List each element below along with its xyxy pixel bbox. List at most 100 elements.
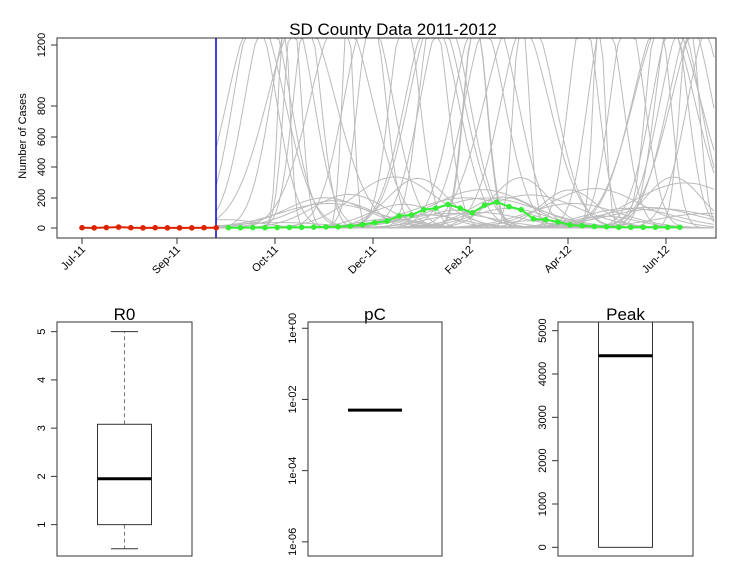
boxplot-frame	[307, 321, 443, 557]
box-plots: R0 1 2 3 4 5 pC 1e-06 1e-04 1e-02 1e+00 Peak 0 1000 20…	[36, 305, 694, 557]
y-axis-ticks: 0 200 400 600 800 1200	[36, 33, 57, 231]
boxplot-frame	[557, 321, 694, 557]
forecast-point	[542, 216, 549, 223]
y-tick-label: 0	[537, 544, 549, 550]
x-tick-label: Sep-11	[150, 244, 183, 277]
forecast-point	[396, 213, 403, 219]
forecast-point	[530, 216, 537, 222]
boxplot-title: Peak	[606, 305, 645, 324]
observed-point	[164, 225, 171, 231]
box	[598, 321, 653, 548]
observed-point	[103, 224, 110, 231]
forecast-point	[579, 222, 585, 229]
boxplot-peak: Peak 0 1000 2000 3000 4000 5000	[537, 305, 694, 557]
y-tick-label: 1e+00	[287, 313, 299, 344]
forecast-point	[323, 224, 329, 230]
forecast-point	[384, 218, 390, 224]
forecast-point	[420, 206, 427, 213]
observed-point	[140, 225, 146, 231]
main-plot-frame	[56, 37, 717, 239]
forecast-point	[457, 205, 464, 211]
x-axis-ticks: Jul-11 Sep-11 Oct-11 Dec-11 Feb-12 Apr-12 Jun-…	[59, 238, 672, 277]
boxplot-title: R0	[114, 305, 136, 324]
data-series	[79, 199, 683, 231]
forecast-point	[664, 224, 671, 231]
forecast-point	[506, 203, 512, 210]
y-tick-label: 600	[36, 128, 48, 146]
y-tick-label: 3000	[537, 405, 549, 429]
forecast-point	[408, 212, 415, 218]
x-tick-label: Jun-12	[640, 244, 672, 276]
forecast-point	[311, 224, 317, 230]
forecast-point	[616, 224, 622, 231]
y-tick-label: 5000	[537, 318, 549, 342]
forecast-point	[262, 224, 268, 231]
forecast-point	[335, 223, 342, 230]
boxplot-pc: pC 1e-06 1e-04 1e-02 1e+00	[287, 305, 443, 557]
simulation-lines	[215, 37, 715, 229]
observed-point	[79, 224, 85, 231]
observed-point	[115, 224, 122, 230]
box	[97, 423, 152, 526]
observed-point	[201, 224, 207, 231]
y-tick-label: 1e-06	[287, 528, 299, 556]
observed-point	[128, 224, 134, 231]
observed-point	[213, 224, 219, 231]
forecast-point	[445, 201, 451, 208]
forecast-point	[481, 202, 488, 208]
observed-point	[189, 225, 195, 231]
observed-point	[152, 224, 158, 231]
forecast-point	[494, 199, 500, 205]
main-chart: SD County Data 2011-2012 0 200 400 600 800 12…	[17, 20, 717, 277]
forecast-point	[225, 224, 232, 231]
forecast-point	[628, 224, 634, 231]
forecast-point	[469, 209, 476, 216]
x-tick-label: Jul-11	[59, 244, 88, 273]
forecast-point	[652, 224, 659, 231]
forecast-point	[372, 219, 378, 226]
forecast-point	[298, 224, 305, 231]
y-axis-label: Number of Cases	[17, 93, 29, 179]
forecast-point	[286, 224, 293, 231]
y-tick-label: 4000	[537, 362, 549, 386]
forecast-point	[274, 224, 281, 231]
forecast-point	[250, 224, 256, 231]
observed-point	[91, 225, 97, 231]
y-tick-label: 1000	[537, 492, 549, 516]
forecast-point	[359, 221, 366, 228]
y-tick-label: 2	[36, 473, 48, 479]
y-tick-label: 1	[36, 522, 48, 528]
forecast-point	[347, 223, 354, 229]
boxplot-frame	[56, 321, 193, 557]
forecast-point	[237, 224, 244, 231]
forecast-point	[567, 222, 573, 228]
y-tick-label: 5	[36, 329, 48, 335]
forecast-point	[603, 223, 610, 230]
y-tick-label: 2000	[537, 448, 549, 472]
y-tick-label: 400	[36, 158, 48, 176]
x-tick-label: Apr-12	[542, 244, 574, 276]
forecast-point	[518, 206, 524, 213]
y-tick-label: 1200	[36, 33, 48, 57]
forecast-point	[677, 224, 683, 231]
y-tick-label: 4	[36, 377, 48, 383]
x-tick-label: Feb-12	[443, 244, 476, 277]
boxplot-title: pC	[364, 305, 386, 324]
main-chart-title: SD County Data 2011-2012	[289, 20, 497, 39]
y-tick-label: 800	[36, 97, 48, 115]
observed-line	[81, 226, 217, 229]
forecast-point	[433, 205, 439, 211]
y-tick-label: 3	[36, 425, 48, 431]
y-tick-label: 0	[36, 225, 48, 231]
x-tick-label: Oct-11	[250, 244, 281, 275]
forecast-point	[591, 223, 598, 230]
observed-point	[176, 225, 183, 231]
boxplot-r0: R0 1 2 3 4 5	[36, 305, 193, 557]
forecast-point	[640, 224, 646, 231]
y-tick-label: 200	[36, 189, 48, 207]
y-tick-label: 1e-04	[287, 457, 299, 485]
forecast-point	[555, 219, 561, 225]
x-tick-label: Dec-11	[346, 244, 379, 277]
y-tick-label: 1e-02	[287, 385, 299, 413]
